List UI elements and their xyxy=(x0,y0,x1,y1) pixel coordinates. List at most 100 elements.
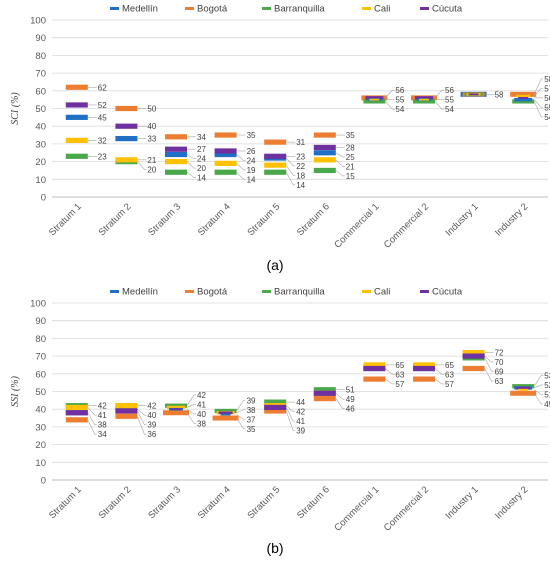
bar xyxy=(363,365,386,372)
bar xyxy=(518,388,529,391)
data-label: 40 xyxy=(147,411,156,420)
y-tick-label: 0 xyxy=(41,476,46,487)
bar xyxy=(65,417,88,423)
x-tick-label: Stratum 5 xyxy=(245,484,282,521)
bar xyxy=(115,403,138,409)
leader-line xyxy=(385,368,395,375)
bar xyxy=(313,395,336,402)
data-label: 63 xyxy=(495,377,504,386)
x-tick-label: Stratum 1 xyxy=(47,484,84,521)
bar xyxy=(516,386,531,390)
bar xyxy=(313,387,336,393)
x-tick-label: Industry 1 xyxy=(443,201,480,238)
legend-label: Cali xyxy=(374,4,390,15)
bar xyxy=(214,160,237,166)
legend-swatch xyxy=(110,290,119,293)
data-label: 55 xyxy=(544,103,550,112)
y-tick-label: 70 xyxy=(35,352,46,363)
leader-line xyxy=(533,78,544,95)
leader-line xyxy=(335,159,345,167)
bar xyxy=(363,362,386,368)
bar xyxy=(413,376,435,382)
bar xyxy=(65,102,88,108)
leader-line xyxy=(186,394,196,406)
leader-line xyxy=(434,378,444,385)
bar xyxy=(115,413,138,419)
data-label: 35 xyxy=(247,425,256,434)
y-tick-label: 80 xyxy=(35,334,46,345)
data-label: 69 xyxy=(495,368,504,377)
leader-line xyxy=(236,417,246,430)
data-label: 41 xyxy=(296,417,305,426)
y-tick-label: 20 xyxy=(35,440,46,451)
legend-swatch xyxy=(362,290,371,293)
x-tick-label: Industry 1 xyxy=(443,484,480,521)
leader-line xyxy=(236,163,246,171)
bar xyxy=(512,99,535,104)
bar xyxy=(163,410,189,416)
bar xyxy=(115,408,138,414)
bar xyxy=(468,93,479,96)
leader-line xyxy=(385,101,395,110)
data-label: 20 xyxy=(197,164,206,173)
leader-line xyxy=(533,101,544,118)
chart-sci: 0 10 20 30 40 50 60 70 80 90 100 SCI (%) Stratum 1 St… xyxy=(10,4,550,251)
y-tick-label: 100 xyxy=(30,16,46,27)
bar xyxy=(165,403,187,408)
legend-swatch xyxy=(262,290,271,293)
bar xyxy=(212,415,239,421)
data-label: 56 xyxy=(445,86,454,95)
x-tick-label: Commercial 2 xyxy=(382,484,431,533)
y-tick-label: 0 xyxy=(41,193,46,204)
leader-line xyxy=(434,368,444,375)
x-tick-label: Commercial 1 xyxy=(332,201,381,250)
legend-label: Bogotá xyxy=(197,4,228,15)
y-tick-label: 100 xyxy=(30,299,46,310)
data-label: 40 xyxy=(197,410,206,419)
data-label: 19 xyxy=(247,166,256,175)
data-label: 49 xyxy=(346,395,355,404)
bar xyxy=(419,98,429,101)
bar xyxy=(214,408,237,414)
data-label: 23 xyxy=(296,152,305,161)
panel-label-a: (a) xyxy=(266,257,284,273)
x-tick-label: Stratum 2 xyxy=(97,201,134,238)
data-label: 58 xyxy=(495,90,504,99)
bar xyxy=(413,365,435,372)
y-tick-label: 10 xyxy=(35,175,46,186)
data-label: 42 xyxy=(197,391,206,400)
bar xyxy=(415,96,433,100)
data-label: 57 xyxy=(544,84,550,93)
x-tick-label: Stratum 4 xyxy=(196,484,233,521)
data-label: 52 xyxy=(98,101,107,110)
bar xyxy=(313,132,336,138)
legend-label: Barranquilla xyxy=(274,4,325,15)
bar xyxy=(115,105,138,112)
bar xyxy=(65,410,88,416)
data-label: 34 xyxy=(197,133,206,142)
bar xyxy=(115,123,138,129)
y-tick-label: 10 xyxy=(35,458,46,469)
data-label: 51 xyxy=(544,390,550,399)
data-label: 21 xyxy=(147,156,156,165)
bar xyxy=(462,353,485,359)
x-tick-label: Stratum 4 xyxy=(196,201,233,238)
leader-line xyxy=(434,89,444,99)
data-label: 28 xyxy=(346,143,355,152)
bar xyxy=(214,151,237,158)
bar xyxy=(65,404,88,411)
bar xyxy=(516,94,531,98)
data-label: 33 xyxy=(147,135,156,144)
bar xyxy=(115,157,138,163)
y-axis-label: SSI (%) xyxy=(10,375,21,406)
data-label: 54 xyxy=(445,105,454,114)
bar xyxy=(514,97,533,102)
legend-swatch xyxy=(362,7,371,10)
bar xyxy=(165,169,187,175)
data-label: 46 xyxy=(346,405,355,414)
bar xyxy=(171,408,181,411)
bar xyxy=(512,384,535,389)
x-tick-label: Commercial 2 xyxy=(382,201,431,250)
legend-label: Barranquilla xyxy=(274,287,325,298)
leader-line xyxy=(285,407,296,422)
